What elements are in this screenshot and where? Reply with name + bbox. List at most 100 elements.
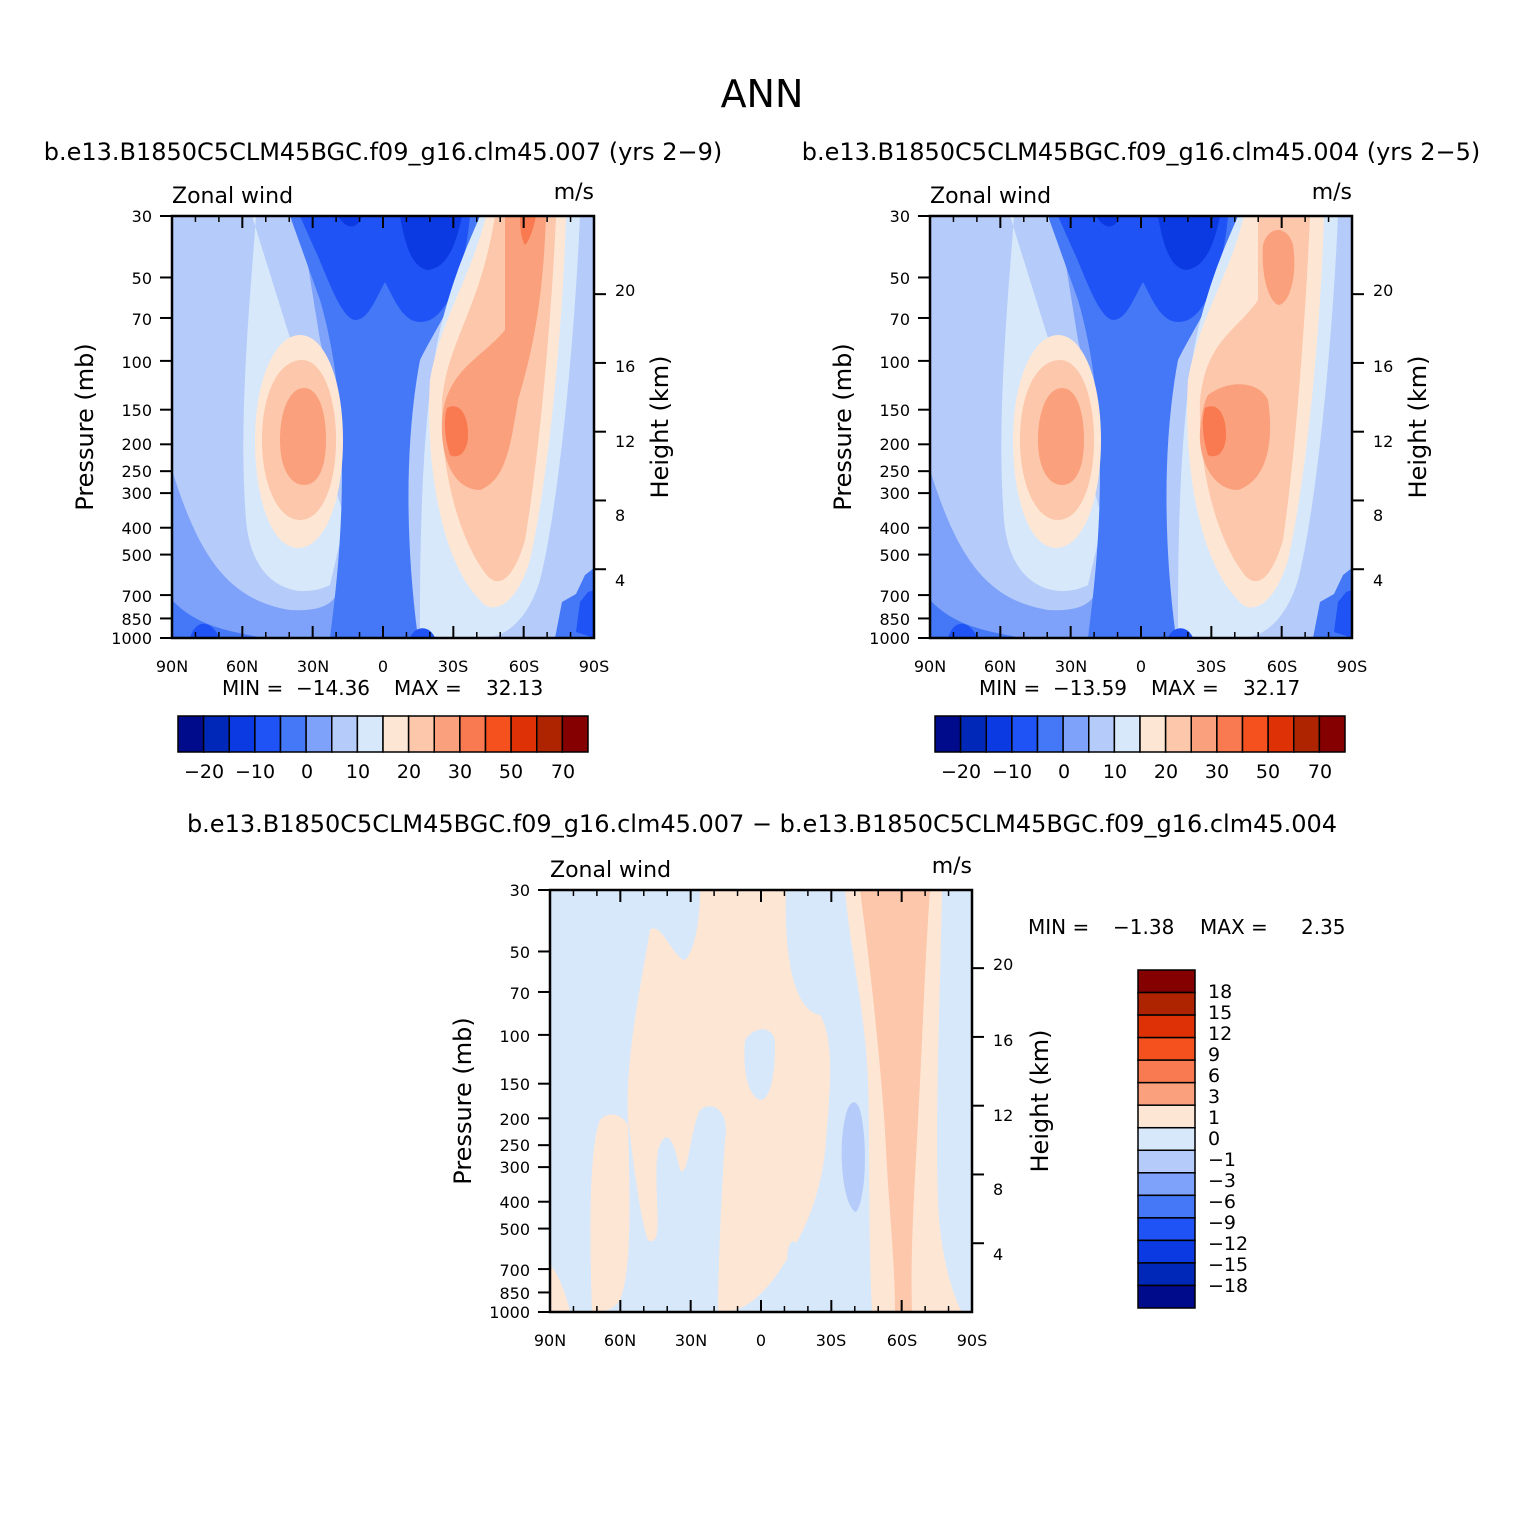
x-tick-label: 90S	[579, 657, 610, 676]
colorbar-swatch	[536, 715, 564, 753]
x-tick-label: 30N	[675, 1331, 707, 1350]
colorbar-swatch	[1113, 715, 1141, 753]
y-tick-label: 850	[121, 610, 152, 629]
y-tick-label: 70	[890, 310, 910, 329]
colorbar-swatch	[433, 715, 461, 753]
min-value: −13.59	[1053, 676, 1127, 700]
contour-field	[550, 890, 972, 1312]
x-tick-label: 90N	[534, 1331, 566, 1350]
y2-tick-label: 8	[1373, 506, 1383, 525]
x-minor-ticks	[952, 216, 1330, 638]
x-major-ticks	[171, 216, 595, 638]
colorbar-swatch	[1088, 715, 1116, 753]
contour-band	[1262, 230, 1295, 305]
contour-band	[1202, 406, 1226, 457]
colorbar-swatch	[1190, 715, 1218, 753]
y-tick-label: 100	[499, 1027, 530, 1046]
y-tick-label: 100	[121, 353, 152, 372]
panel-units: m/s	[932, 854, 972, 879]
y-tick-label: 150	[121, 401, 152, 420]
x-tick-label: 60S	[1267, 657, 1298, 676]
y2-tick-label: 16	[1373, 357, 1393, 376]
contour-band	[1158, 216, 1220, 270]
colorbar-swatch	[382, 715, 410, 753]
colorbar-swatch	[510, 715, 538, 753]
y-tick-label: 300	[121, 484, 152, 503]
max-value: 32.13	[486, 676, 543, 700]
contour-band	[444, 406, 468, 457]
y2-tick-label: 8	[993, 1180, 1003, 1199]
colorbar-swatch	[1137, 1036, 1196, 1061]
y-tick-label: 200	[499, 1110, 530, 1129]
x-tick-label: 90N	[914, 657, 946, 676]
y-tick-label: 1000	[869, 629, 910, 648]
panel-left-string: Zonal wind	[930, 184, 1051, 209]
colorbar-label: 70	[551, 761, 575, 783]
colorbar-label: 0	[1208, 1128, 1220, 1150]
colorbar-swatch	[934, 715, 962, 753]
y2-tick-label: 8	[615, 506, 625, 525]
y2-ticks	[594, 293, 606, 571]
colorbar-swatch	[407, 715, 435, 753]
y2-tick-label: 4	[615, 571, 625, 590]
contour-band	[590, 1114, 630, 1312]
y-tick-label: 30	[510, 881, 530, 900]
panel-left-string: Zonal wind	[550, 858, 671, 883]
colorbar	[177, 715, 589, 753]
colorbar-swatch	[1137, 1172, 1196, 1197]
y2-tick-label: 4	[993, 1245, 1003, 1264]
colorbar-swatch	[1267, 715, 1295, 753]
colorbar-swatch	[1241, 715, 1269, 753]
colorbar-swatch	[1137, 969, 1196, 994]
y2-axis-label: Height (km)	[1404, 356, 1432, 499]
contour-band	[190, 623, 435, 638]
contour-band	[787, 1241, 798, 1275]
y-tick-label: 400	[121, 519, 152, 538]
colorbar-label: −18	[1208, 1275, 1248, 1297]
contour-band	[1048, 216, 1238, 638]
contour-band	[290, 216, 480, 638]
colorbar-label: 6	[1208, 1065, 1220, 1087]
colorbar-swatch	[202, 715, 230, 753]
colorbar-swatch	[1137, 1059, 1196, 1084]
contour-band	[172, 600, 262, 638]
y2-axis-label: Height (km)	[1026, 1030, 1054, 1173]
y-tick-label: 200	[121, 435, 152, 454]
min-value: −1.38	[1113, 915, 1174, 939]
contour-band	[627, 890, 831, 1312]
panel-subtitle: b.e13.B1850C5CLM45BGC.f09_g16.clm45.004 …	[802, 138, 1481, 166]
y-axis-label: Pressure (mb)	[829, 343, 857, 510]
y-tick-label: 1000	[489, 1303, 530, 1322]
panel-units: m/s	[554, 180, 594, 205]
colorbar-swatch	[254, 715, 282, 753]
contour-band	[1096, 216, 1120, 227]
colorbar-swatch	[331, 715, 359, 753]
panel-subtitle: b.e13.B1850C5CLM45BGC.f09_g16.clm45.007 …	[44, 138, 723, 166]
x-tick-label: 90S	[957, 1331, 988, 1350]
max-value: 32.17	[1243, 676, 1300, 700]
colorbar-swatch	[1036, 715, 1064, 753]
colorbar-label: 10	[346, 761, 370, 783]
y2-tick-label: 20	[1373, 281, 1393, 300]
y-tick-label: 850	[499, 1284, 530, 1303]
y-tick-label: 150	[499, 1075, 530, 1094]
colorbar-swatch	[1164, 715, 1192, 753]
colorbar-swatch	[1137, 1239, 1196, 1264]
contour-band	[930, 600, 1020, 638]
colorbar-label: 0	[1058, 761, 1070, 783]
colorbar-label: 70	[1308, 761, 1332, 783]
y-axis-label: Pressure (mb)	[71, 343, 99, 510]
colorbar-swatch	[985, 715, 1013, 753]
y-tick-label: 400	[879, 519, 910, 538]
y-ticks	[538, 889, 550, 1313]
colorbar-swatch	[1137, 1014, 1196, 1039]
y-tick-label: 250	[879, 462, 910, 481]
x-tick-label: 60S	[509, 657, 540, 676]
y-tick-label: 500	[121, 546, 152, 565]
x-tick-label: 0	[378, 657, 388, 676]
x-tick-label: 30S	[438, 657, 469, 676]
y2-tick-label: 16	[615, 357, 635, 376]
y-tick-label: 30	[132, 207, 152, 226]
y-tick-label: 250	[499, 1136, 530, 1155]
